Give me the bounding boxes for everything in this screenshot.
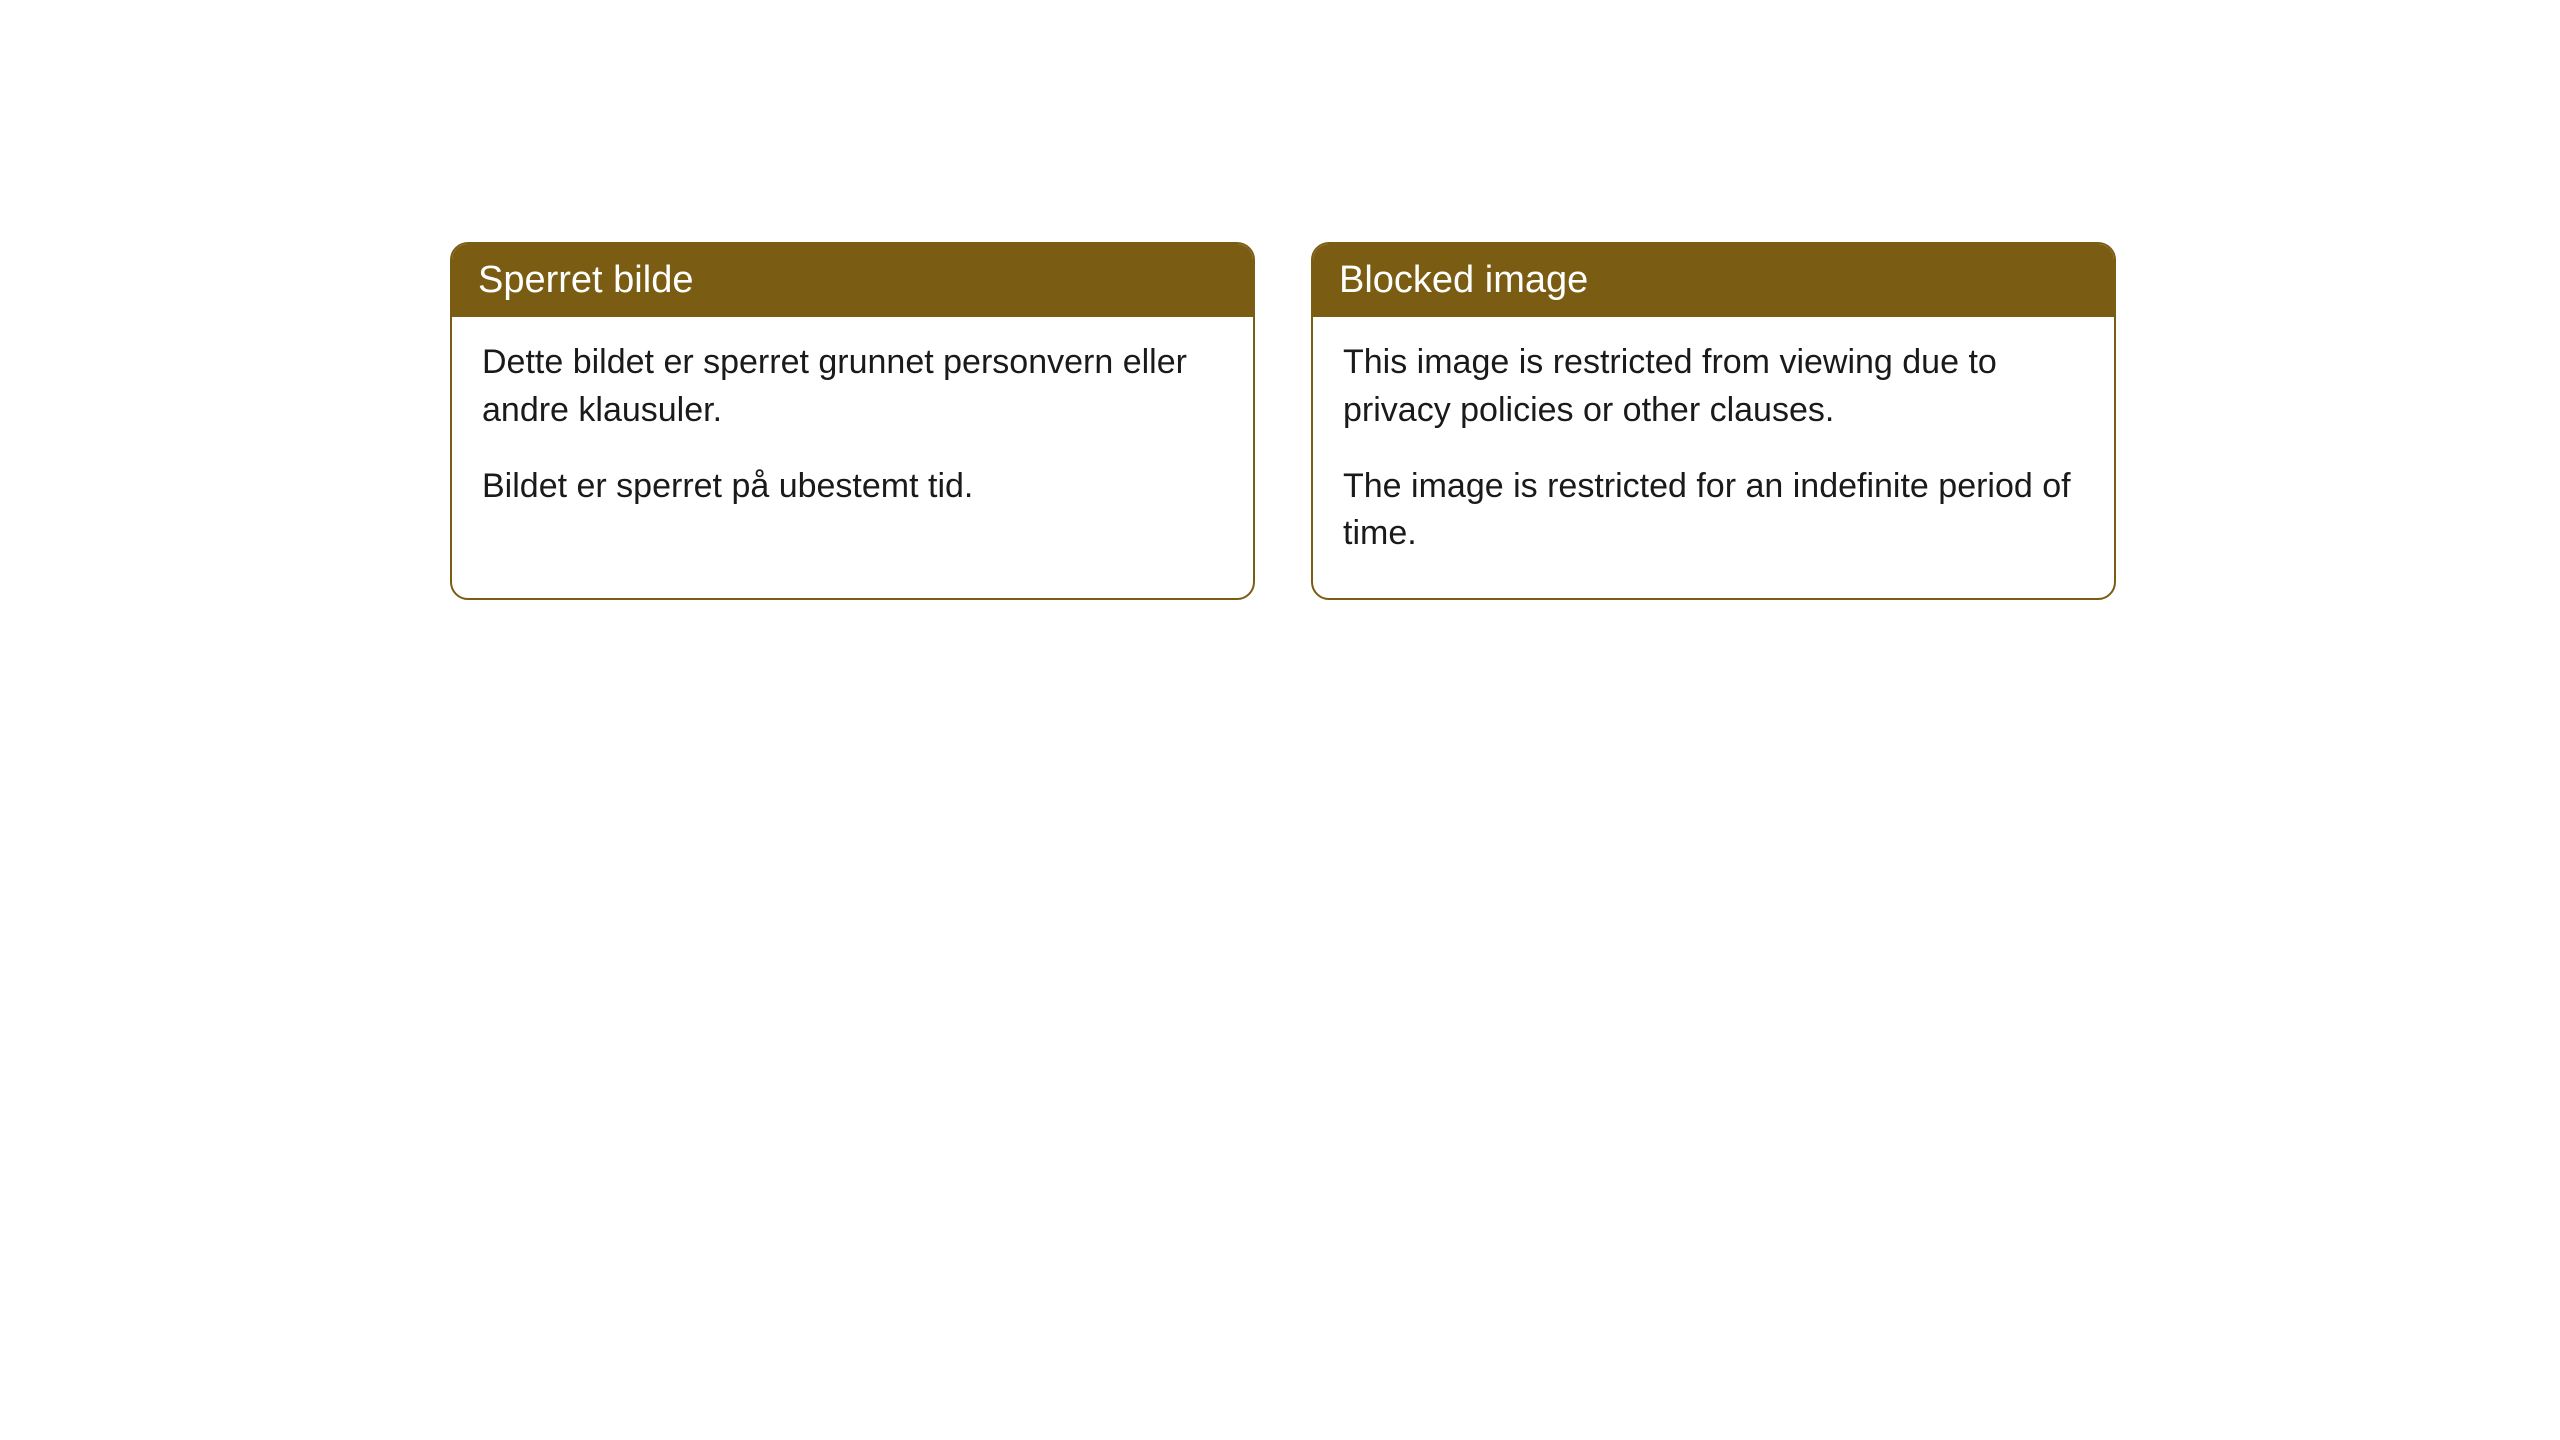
card-paragraph: Dette bildet er sperret grunnet personve… (482, 339, 1223, 434)
blocked-image-card-norwegian: Sperret bilde Dette bildet er sperret gr… (450, 242, 1255, 600)
card-paragraph: The image is restricted for an indefinit… (1343, 463, 2084, 558)
card-paragraph: Bildet er sperret på ubestemt tid. (482, 463, 1223, 511)
card-body: Dette bildet er sperret grunnet personve… (452, 317, 1253, 550)
blocked-image-card-english: Blocked image This image is restricted f… (1311, 242, 2116, 600)
notice-cards-container: Sperret bilde Dette bildet er sperret gr… (0, 0, 2560, 600)
card-body: This image is restricted from viewing du… (1313, 317, 2114, 597)
card-title: Sperret bilde (452, 244, 1253, 317)
card-title: Blocked image (1313, 244, 2114, 317)
card-paragraph: This image is restricted from viewing du… (1343, 339, 2084, 434)
